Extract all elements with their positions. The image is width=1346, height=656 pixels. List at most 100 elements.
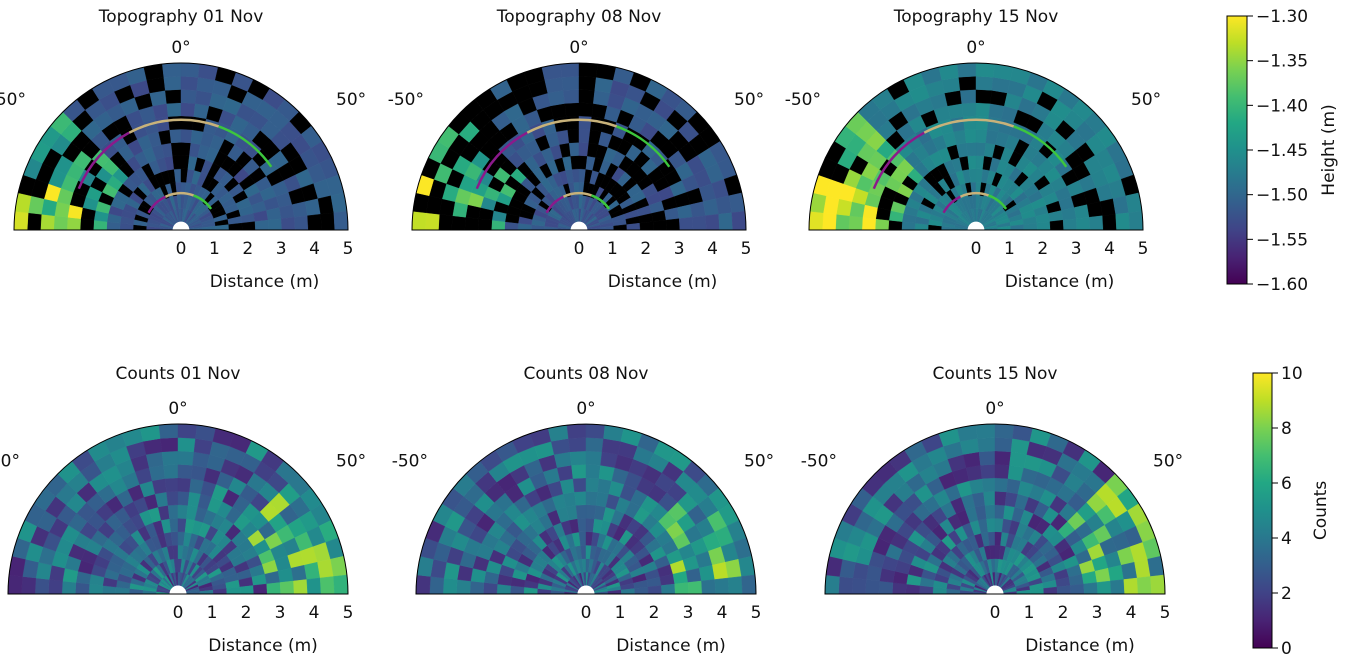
heatmap-cell	[981, 477, 996, 493]
heatmap-cell	[411, 211, 427, 231]
heatmap-cell	[1115, 212, 1130, 231]
overlay-arcs	[77, 118, 273, 214]
heatmap-cell	[994, 464, 1010, 479]
heatmap-cell	[415, 574, 431, 595]
heatmap-cell	[177, 504, 189, 519]
heatmap-cell	[874, 218, 890, 231]
heatmap-cell	[66, 216, 81, 231]
panel-5: Counts 08 Nov 0° -50° 50° 0 1 2 3 4 5 Distance (m)	[392, 364, 774, 656]
x-axis-label: Distance (m)	[608, 272, 718, 292]
heatmap-cell	[705, 214, 720, 231]
heatmap-cell	[718, 212, 733, 231]
heatmap-cells	[411, 62, 747, 231]
panels: Topography 01 Nov0°-50°50°012345Distance…	[0, 7, 1183, 656]
heatmap-cell	[177, 423, 198, 439]
heatmap-cell	[978, 450, 996, 466]
heatmap-cell	[491, 219, 506, 231]
heatmap-cell	[701, 579, 716, 595]
heatmap-cell	[1108, 564, 1125, 582]
heatmap-cell	[578, 102, 594, 117]
heatmap-cell	[496, 583, 511, 595]
heatmap-cell	[180, 89, 197, 104]
heatmap-cell	[865, 579, 880, 595]
radial-tick-label: 4	[1126, 603, 1137, 623]
heatmap-cell	[1062, 218, 1078, 231]
heatmap-cell	[585, 450, 603, 466]
heatmap-cell	[1096, 580, 1112, 595]
colorbar-tick-label: 10	[1281, 364, 1303, 384]
colorbar-tick-label: −1.30	[1256, 7, 1308, 27]
heatmap-cell	[578, 142, 590, 157]
plot-outline	[415, 423, 757, 595]
colorbar-height: −1.30 −1.35 −1.40 −1.45 −1.50 −1.55 −1.60 Heigh…	[1226, 7, 1339, 295]
heatmap-cell	[824, 574, 840, 595]
colorbar-gradient	[1226, 15, 1248, 285]
heatmap-cell	[161, 450, 179, 466]
overlay-arc	[591, 194, 611, 210]
radial-tick-label: 5	[1138, 239, 1149, 259]
overlay-arc	[193, 194, 213, 210]
radial-tick-label: 4	[309, 239, 320, 259]
heatmap-cell	[578, 62, 598, 78]
overlay-arc	[218, 125, 273, 168]
angle-label-neg50: -50°	[785, 90, 821, 110]
heatmap-cell	[975, 89, 992, 104]
heatmap-cell	[425, 212, 440, 231]
overlay-arc	[872, 131, 925, 190]
heatmap-cell	[21, 576, 37, 595]
heatmap-cell	[319, 576, 335, 595]
radial-tick-label: 0	[173, 603, 184, 623]
panel-4: Counts 01 Nov 0° -50° 50° 0 1 2 3 4 5 Distance (m)	[0, 364, 366, 656]
heatmap-cell	[965, 464, 983, 481]
angle-label-neg50: -50°	[0, 452, 20, 472]
heatmap-cell	[180, 62, 200, 78]
heatmap-cell	[741, 574, 757, 595]
heatmap-cell	[585, 491, 598, 506]
heatmap-cell	[333, 574, 349, 595]
overlay-arc	[128, 118, 220, 134]
x-axis-label: Distance (m)	[210, 272, 320, 292]
radial-tick-label: 4	[717, 603, 728, 623]
heatmap-cell	[957, 62, 977, 78]
heatmap-cell	[679, 216, 694, 231]
heatmap-cell	[958, 76, 977, 91]
heatmap-cell	[306, 577, 322, 595]
plot-outline	[411, 62, 747, 231]
overlay-arc	[1013, 125, 1068, 168]
heatmap-cell	[665, 218, 681, 231]
radial-tick-label: 3	[1092, 603, 1103, 623]
heatmap-cells	[415, 423, 757, 595]
heatmap-cell	[177, 437, 196, 453]
heatmap-cell	[967, 155, 977, 170]
heatmap-cells	[13, 62, 349, 231]
heatmap-cell	[731, 211, 747, 231]
heatmap-cell	[13, 211, 29, 231]
heatmap-cell	[1036, 221, 1051, 231]
radial-tick-label: 0	[581, 603, 592, 623]
angle-label-0: 0°	[171, 38, 190, 58]
heatmap-cell	[333, 211, 349, 231]
heatmap-cell	[1089, 215, 1104, 231]
heatmap-cell	[180, 115, 195, 130]
heatmap-cell	[451, 215, 466, 231]
heatmap-cell	[1150, 574, 1166, 595]
heatmap-cell	[964, 128, 977, 144]
heatmap-cell	[281, 216, 296, 231]
plot-outline	[808, 62, 1144, 231]
colorbar-gradient	[1252, 372, 1273, 649]
heatmap-cell	[975, 76, 994, 91]
heatmap-cell	[986, 517, 996, 533]
heatmap-cell	[727, 576, 743, 595]
heatmap-cell	[983, 491, 996, 506]
radial-tick-label: 0	[971, 239, 982, 259]
heatmap-cell	[571, 464, 587, 479]
angle-label-50: 50°	[734, 90, 764, 110]
heatmap-cell	[291, 564, 308, 582]
heatmap-cell	[947, 103, 964, 119]
heatmap-cell	[647, 585, 663, 595]
panel-title: Counts 01 Nov	[116, 364, 241, 384]
heatmap-cell	[167, 115, 182, 130]
colorbar-tick-label: 2	[1281, 584, 1292, 604]
heatmap-cell	[464, 216, 479, 231]
